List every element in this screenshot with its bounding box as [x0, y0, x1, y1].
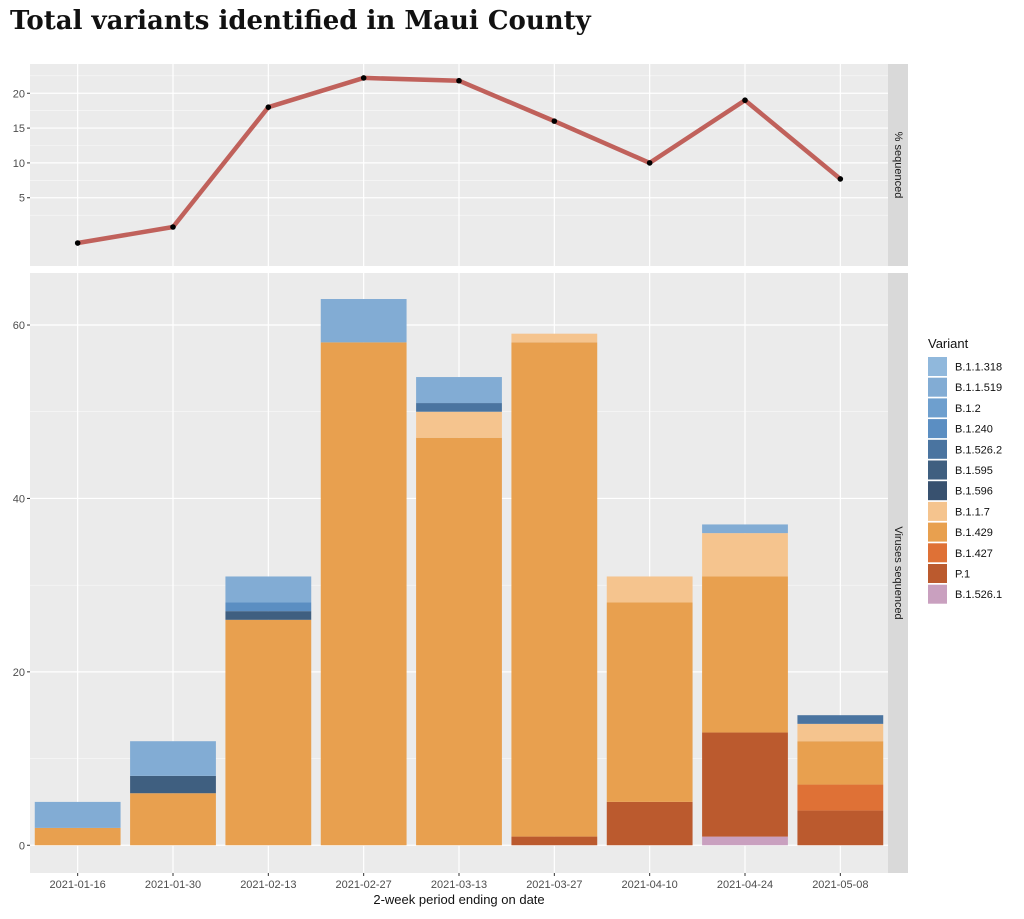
top-strip-label: % sequenced [892, 132, 904, 199]
bar-segment-p-1 [797, 810, 884, 846]
bar-segment-b-1-429 [320, 342, 407, 846]
bar-segment-b-1-595 [130, 775, 216, 794]
x-axis: 2021-01-16 2021-01-30 2021-02-13 2021-02-27… [50, 873, 868, 907]
legend-label-b-1-1-7: B.1.1.7 [955, 506, 990, 518]
bar-segment-b-1-429 [34, 827, 121, 846]
legend-label-b-1-2: B.1.2 [955, 403, 981, 415]
top-y-tick-label: 15 [13, 123, 25, 135]
legend-label-b-1-526-1: B.1.526.1 [955, 589, 1002, 601]
legend-key-b-1-526-2 [928, 439, 947, 459]
bar-segment-b-1-1-519 [225, 576, 312, 603]
top-y-tick-label: 10 [13, 158, 25, 170]
legend-title: Variant [928, 336, 969, 351]
legend-label-b-1-429: B.1.429 [955, 527, 993, 539]
x-tick-label: 2021-03-27 [526, 879, 582, 891]
legend-label-b-1-240: B.1.240 [955, 424, 993, 436]
x-tick-label: 2021-02-13 [240, 879, 296, 891]
legend-label-b-1-1-318: B.1.1.318 [955, 362, 1002, 374]
bottom-strip [888, 273, 908, 873]
bar-segment-b-1-1-519 [702, 524, 788, 534]
bar-segment-b-1-526-1 [702, 836, 788, 846]
bar-segment-b-1-427 [797, 784, 884, 811]
x-tick-label: 2021-04-10 [622, 879, 678, 891]
pct-sequenced-point [742, 97, 748, 104]
bar-segment-b-1-429 [225, 619, 312, 846]
bar-segment-b-1-1-7 [416, 411, 502, 438]
bar-segment-p-1 [511, 836, 598, 846]
bar-segment-b-1-526-2 [416, 403, 502, 412]
pct-sequenced-point [551, 118, 558, 124]
x-tick-label: 2021-03-13 [431, 879, 487, 891]
pct-sequenced-point [456, 77, 462, 84]
legend-key-b-1-596 [928, 481, 947, 501]
legend-key-b-1-2 [928, 398, 947, 418]
bar-segment-b-1-1-7 [797, 723, 884, 742]
legend-label-b-1-596: B.1.596 [955, 486, 993, 498]
bar-segment-b-1-1-519 [130, 741, 216, 776]
legend-key-b-1-526-1 [928, 584, 947, 604]
bar-segment-b-1-1-519 [320, 299, 407, 343]
x-tick-label: 2021-05-08 [812, 879, 868, 891]
bottom-panel: 0 20 40 60 Viruses sequenced [13, 273, 908, 873]
bar-segment-b-1-429 [606, 602, 693, 802]
bar-segment-b-1-1-7 [606, 576, 693, 603]
top-y-tick-label: 5 [19, 193, 25, 205]
bar-segment-b-1-429 [416, 437, 502, 846]
legend-key-b-1-427 [928, 543, 947, 563]
bar-segment-b-1-1-7 [511, 333, 598, 343]
legend: Variant B.1.1.318 B.1.1.519 B.1.2 B.1.240 B.1… [928, 336, 1002, 604]
pct-sequenced-point [265, 104, 272, 110]
bar-segment-b-1-1-519 [34, 801, 121, 828]
legend-key-b-1-1-318 [928, 357, 947, 376]
bar-segment-b-1-429 [797, 741, 884, 785]
top-panel: 5 10 15 20 % sequenced [13, 64, 908, 266]
legend-label-b-1-427: B.1.427 [955, 548, 993, 560]
legend-label-b-1-1-519: B.1.1.519 [955, 382, 1002, 394]
bar-segment-b-1-240 [225, 602, 312, 612]
bottom-y-tick-label: 60 [13, 320, 25, 332]
bar-segment-p-1 [606, 801, 693, 846]
bottom-y-tick-label: 40 [13, 493, 25, 505]
pct-sequenced-point [74, 240, 81, 246]
bar-segment-b-1-429 [130, 793, 216, 846]
x-tick-label: 2021-01-16 [50, 879, 106, 891]
legend-label-b-1-526-2: B.1.526.2 [955, 444, 1002, 456]
bottom-y-tick-label: 0 [19, 840, 25, 852]
legend-key-b-1-1-519 [928, 377, 947, 397]
bottom-strip-label: Viruses sequenced [892, 526, 904, 619]
chart-title: Total variants identified in Maui County [10, 6, 591, 36]
x-tick-label: 2021-04-24 [717, 879, 773, 891]
legend-key-b-1-240 [928, 419, 947, 439]
bar-segment-b-1-1-7 [702, 533, 788, 577]
top-strip [888, 64, 908, 266]
legend-key-p-1 [928, 564, 947, 583]
bottom-y-tick-label: 20 [13, 667, 25, 679]
x-tick-label: 2021-02-27 [336, 879, 392, 891]
x-axis-label: 2-week period ending on date [373, 892, 544, 907]
pct-sequenced-point [646, 160, 653, 166]
legend-label-p-1: P.1 [955, 569, 970, 581]
pct-sequenced-point [170, 224, 176, 230]
bar-segment-b-1-526-2 [797, 715, 884, 724]
x-tick-label: 2021-01-30 [145, 879, 201, 891]
bar-segment-b-1-429 [511, 342, 598, 837]
top-y-tick-label: 20 [13, 88, 25, 100]
bar-segment-b-1-1-519 [416, 377, 502, 404]
pct-sequenced-point [360, 75, 367, 81]
legend-key-b-1-429 [928, 522, 947, 542]
pct-sequenced-point [837, 176, 844, 182]
legend-label-b-1-595: B.1.595 [955, 465, 993, 477]
legend-key-b-1-1-7 [928, 501, 947, 521]
bar-segment-b-1-595 [225, 611, 312, 620]
bar-segment-p-1 [702, 732, 788, 837]
bar-segment-b-1-429 [702, 576, 788, 733]
legend-key-b-1-595 [928, 460, 947, 480]
